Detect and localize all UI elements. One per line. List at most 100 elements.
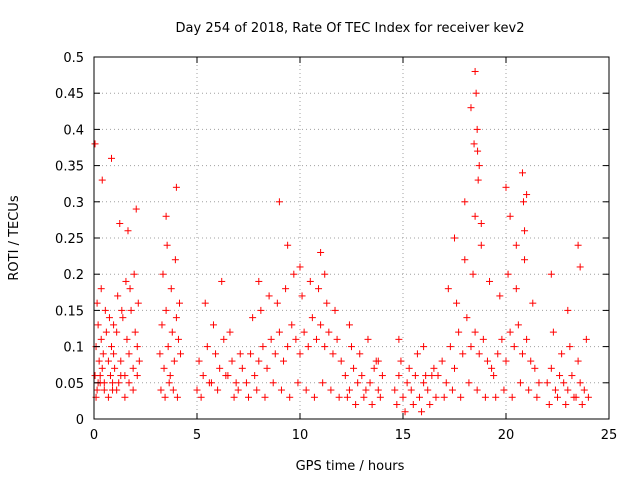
data-point <box>576 379 584 387</box>
data-point <box>327 386 335 394</box>
data-point <box>157 386 165 394</box>
data-point <box>502 183 510 191</box>
data-point <box>195 357 203 365</box>
data-point <box>115 379 123 387</box>
data-point <box>156 350 164 358</box>
data-point <box>312 335 320 343</box>
data-point <box>440 393 448 401</box>
data-point <box>477 241 485 249</box>
data-point <box>271 350 279 358</box>
data-point <box>273 299 281 307</box>
data-point <box>494 350 502 358</box>
data-point <box>471 328 479 336</box>
data-point <box>492 393 500 401</box>
data-point <box>376 393 384 401</box>
data-point <box>286 393 294 401</box>
data-points <box>91 67 592 416</box>
data-point <box>160 364 168 372</box>
data-point <box>504 270 512 278</box>
data-point <box>111 364 119 372</box>
data-point <box>269 379 277 387</box>
data-point <box>576 263 584 271</box>
data-point <box>556 372 564 380</box>
data-point <box>558 350 566 358</box>
y-tick-label: 0.2 <box>63 268 84 283</box>
data-point <box>356 350 364 358</box>
data-point <box>321 270 329 278</box>
data-point <box>362 386 370 394</box>
data-point <box>490 372 498 380</box>
data-point <box>284 241 292 249</box>
data-point <box>114 292 122 300</box>
data-point <box>523 335 531 343</box>
data-point <box>473 125 481 133</box>
data-point <box>323 299 331 307</box>
x-tick-label: 0 <box>90 428 98 443</box>
data-point <box>220 335 228 343</box>
y-tick-label: 0.15 <box>55 304 84 319</box>
data-point <box>345 321 353 329</box>
data-point <box>169 386 177 394</box>
data-point <box>438 357 446 365</box>
data-point <box>162 212 170 220</box>
data-point <box>474 176 482 184</box>
data-point <box>106 372 114 380</box>
data-point <box>446 343 454 351</box>
data-point <box>280 357 288 365</box>
data-point <box>95 357 103 365</box>
data-point <box>364 335 372 343</box>
data-point <box>218 277 226 285</box>
data-point <box>164 343 172 351</box>
data-point <box>98 176 106 184</box>
data-point <box>263 364 271 372</box>
data-point <box>527 357 535 365</box>
data-point <box>173 393 181 401</box>
data-point <box>564 386 572 394</box>
data-point <box>249 314 257 322</box>
data-point <box>253 386 261 394</box>
data-point <box>123 335 131 343</box>
data-point <box>475 162 483 170</box>
data-point <box>109 379 117 387</box>
data-point <box>335 393 343 401</box>
data-point <box>483 357 491 365</box>
data-point <box>374 357 382 365</box>
data-point <box>300 328 308 336</box>
data-point <box>171 256 179 264</box>
data-point <box>512 241 520 249</box>
data-point <box>245 393 252 401</box>
data-point <box>471 212 479 220</box>
data-point <box>257 306 265 314</box>
data-point <box>97 285 105 293</box>
data-point <box>426 401 434 409</box>
data-point <box>117 357 125 365</box>
data-point <box>166 372 174 380</box>
data-point <box>521 256 529 264</box>
data-point <box>296 350 304 358</box>
data-point <box>475 350 483 358</box>
data-point <box>547 364 555 372</box>
data-point <box>255 357 263 365</box>
data-point <box>341 372 349 380</box>
data-point <box>317 248 325 256</box>
x-tick-label: 15 <box>395 428 412 443</box>
data-point <box>518 169 526 177</box>
data-point <box>574 357 582 365</box>
data-point <box>430 364 438 372</box>
data-point <box>409 401 417 409</box>
data-point <box>415 393 423 401</box>
grid-lines <box>94 57 609 419</box>
data-point <box>424 386 432 394</box>
data-point <box>129 364 137 372</box>
data-point <box>105 314 113 322</box>
data-point <box>378 372 386 380</box>
data-point <box>94 321 102 329</box>
x-tick-label: 5 <box>193 428 201 443</box>
data-point <box>255 277 263 285</box>
y-tick-label: 0.1 <box>63 341 84 356</box>
data-point <box>167 285 175 293</box>
data-point <box>275 328 283 336</box>
data-point <box>395 372 403 380</box>
data-point <box>582 335 590 343</box>
data-point <box>516 379 524 387</box>
